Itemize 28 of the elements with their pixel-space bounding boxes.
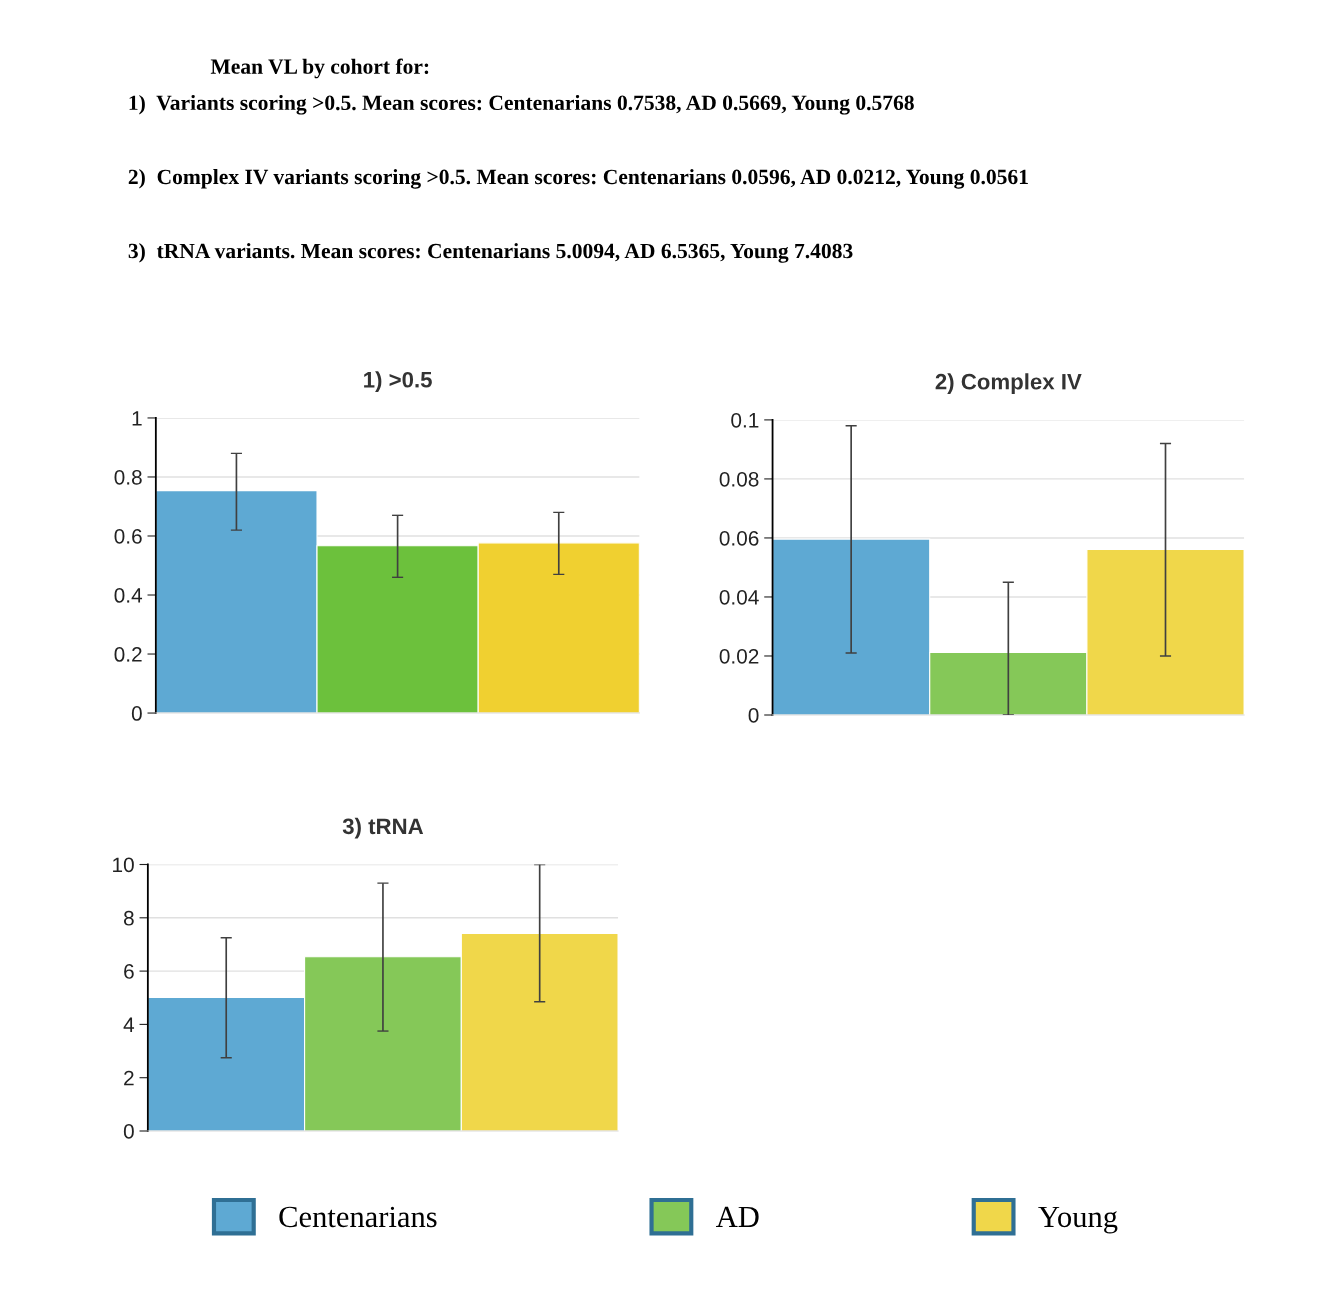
y-tick-label: 2 (124, 1070, 134, 1086)
y-tick-label: 0.08 (719, 471, 759, 487)
y-tick-label: 10 (113, 857, 134, 873)
chart-title: 2) Complex IV (935, 373, 1082, 394)
text: 3) tRNA variants. Mean scores: Centenarians 5.0094, AD 6.5365, Young 7.4083 (128, 243, 853, 263)
legend-label: Centenarians (279, 1206, 437, 1228)
text: 1) Variants scoring >0.5. Mean scores: Centenarians 0.7538, AD 0.5669, Young 0.5768 (129, 94, 914, 115)
chart-title: 1) >0.5 (364, 371, 432, 393)
y-tick-label: 4 (123, 1017, 135, 1032)
legend-label: AD (716, 1206, 759, 1227)
text: 2) Complex IV variants scoring >0.5. Mean scores: Centenarians 0.0596, AD 0.0212, Young 0.0561 (128, 169, 1028, 189)
y-tick-label: 0.2 (114, 647, 142, 662)
y-tick-label: 0 (131, 706, 142, 721)
y-tick-label: 0.06 (719, 530, 759, 546)
y-tick-label: 0.04 (719, 589, 759, 605)
text: Mean VL by cohort for: (210, 58, 429, 79)
y-tick-label: 0.4 (114, 588, 143, 603)
chart-title: 3) tRNA (342, 817, 424, 839)
y-tick-label: 0.1 (731, 412, 759, 428)
y-tick-label: 0.6 (114, 528, 142, 544)
y-tick-label: 8 (123, 910, 134, 926)
legend-label: Young (1038, 1206, 1118, 1234)
y-tick-label: 0.8 (114, 469, 142, 485)
y-tick-label: 1 (132, 411, 142, 426)
y-tick-label: 0 (123, 1124, 134, 1139)
y-tick-label: 6 (124, 964, 134, 979)
y-tick-label: 0 (748, 708, 759, 723)
y-tick-label: 0.02 (719, 648, 759, 664)
